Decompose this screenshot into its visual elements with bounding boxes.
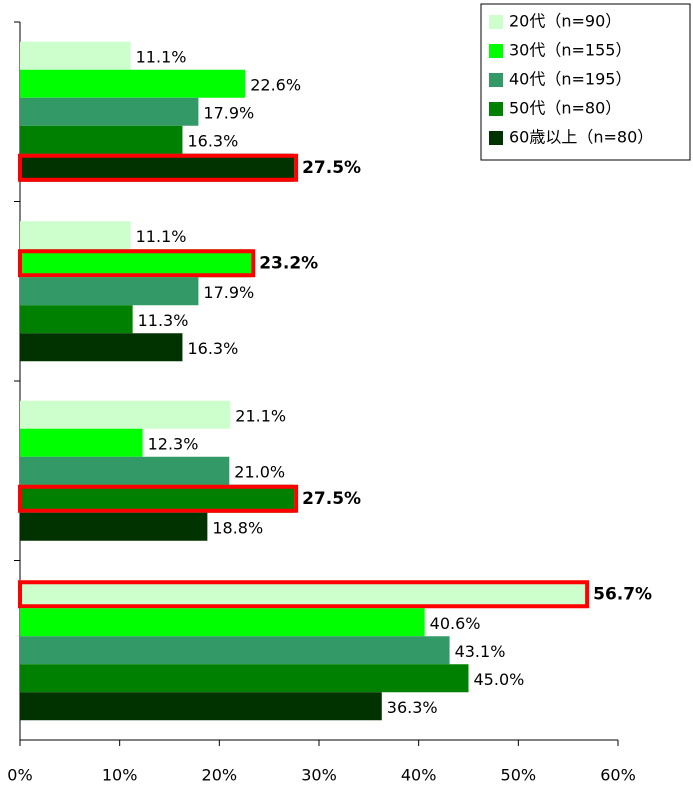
bar [20, 428, 143, 457]
bar [20, 664, 469, 693]
bar [20, 692, 382, 721]
bar [20, 512, 208, 541]
legend-label: 30代（n=155） [509, 41, 631, 60]
x-tick-label: 40% [401, 766, 437, 785]
x-tick-label: 50% [501, 766, 537, 785]
value-label: 21.1% [235, 406, 286, 425]
bar [20, 277, 199, 306]
legend-label: 40代（n=195） [509, 70, 631, 89]
highlight-box [18, 484, 299, 513]
bar [20, 636, 450, 665]
bar [20, 41, 131, 70]
legend-label: 60歳以上（n=80） [509, 128, 653, 147]
highlight-box [18, 580, 590, 609]
bar [20, 333, 183, 362]
value-label: 12.3% [148, 434, 199, 453]
value-label: 17.9% [203, 283, 254, 302]
highlight-box [18, 153, 299, 182]
legend-swatch [489, 131, 503, 145]
x-tick-label: 0% [7, 766, 32, 785]
value-label: 40.6% [430, 614, 481, 633]
value-label: 11.1% [136, 47, 187, 66]
bar [20, 249, 252, 278]
value-label: 22.6% [250, 75, 301, 94]
value-label: 16.3% [187, 339, 238, 358]
highlight-box [18, 249, 256, 278]
bar [20, 125, 183, 154]
value-label: 21.0% [234, 462, 285, 481]
bar [20, 484, 295, 513]
x-tick-label: 20% [202, 766, 238, 785]
value-label: 23.2% [259, 253, 318, 273]
x-tick-label: 30% [301, 766, 337, 785]
value-label: 11.3% [138, 311, 189, 330]
value-label: 45.0% [474, 670, 525, 689]
bar [20, 456, 230, 485]
value-label: 27.5% [302, 158, 361, 178]
bar [20, 97, 199, 126]
legend-label: 50代（n=80） [509, 99, 621, 118]
value-label: 18.8% [212, 518, 263, 537]
bar [20, 221, 131, 250]
bar [20, 305, 133, 334]
bar [20, 153, 295, 182]
value-label: 11.1% [136, 227, 187, 246]
value-label: 27.5% [302, 489, 361, 509]
value-label: 36.3% [387, 698, 438, 717]
x-tick-label: 60% [600, 766, 636, 785]
bar [20, 69, 246, 98]
bar [20, 608, 425, 637]
value-label: 17.9% [203, 103, 254, 122]
bar [20, 400, 231, 429]
legend-swatch [489, 102, 503, 116]
value-label: 56.7% [593, 584, 652, 604]
value-label: 16.3% [187, 131, 238, 150]
legend-label: 20代（n=90） [509, 12, 621, 31]
legend-swatch [489, 44, 503, 58]
value-label: 43.1% [455, 642, 506, 661]
legend-box [480, 3, 691, 161]
x-tick-label: 10% [102, 766, 138, 785]
bar [20, 580, 586, 609]
legend-swatch [489, 73, 503, 87]
legend-swatch [489, 15, 503, 29]
